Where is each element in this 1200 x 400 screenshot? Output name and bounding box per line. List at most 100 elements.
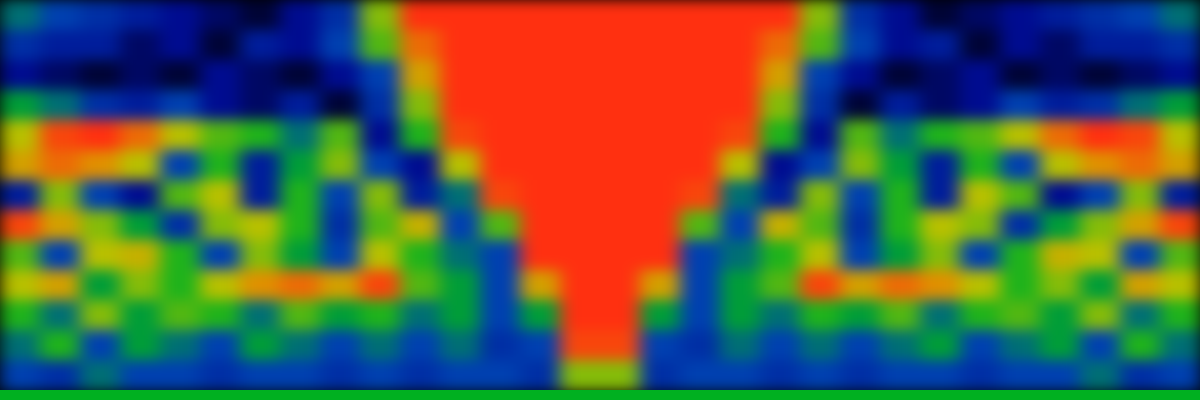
cell: [800, 300, 841, 331]
cell: [40, 210, 81, 241]
cell: [240, 30, 281, 61]
cell: [440, 330, 481, 361]
cell: [520, 270, 561, 301]
cell: [1000, 360, 1041, 390]
cell: [600, 210, 641, 241]
cell: [40, 330, 81, 361]
cell: [720, 300, 761, 331]
cell: [200, 60, 241, 91]
cell: [160, 180, 201, 211]
cell: [720, 90, 761, 121]
cell: [200, 0, 241, 31]
cell: [640, 270, 681, 301]
cell: [600, 270, 641, 301]
cell: [1120, 0, 1161, 31]
cell: [840, 330, 881, 361]
cell: [960, 150, 1001, 181]
cell: [640, 0, 681, 31]
cell: [800, 270, 841, 301]
cell: [200, 150, 241, 181]
cell: [360, 360, 401, 390]
cell: [520, 60, 561, 91]
cell: [840, 210, 881, 241]
cell: [120, 330, 161, 361]
cell: [560, 60, 601, 91]
cell: [1040, 180, 1081, 211]
cell: [920, 30, 961, 61]
cell: [1040, 150, 1081, 181]
cell: [320, 270, 361, 301]
cell: [1040, 240, 1081, 271]
cell: [0, 0, 41, 31]
cell: [80, 150, 121, 181]
cell: [480, 360, 521, 390]
cell: [480, 240, 521, 271]
cell: [400, 180, 441, 211]
cell: [0, 180, 41, 211]
cell: [800, 360, 841, 390]
cell: [840, 0, 881, 31]
cell: [200, 300, 241, 331]
cell: [560, 180, 601, 211]
cell: [1040, 270, 1081, 301]
cell: [1080, 210, 1121, 241]
cell: [520, 180, 561, 211]
cell: [1000, 120, 1041, 151]
cell: [320, 300, 361, 331]
cell: [1120, 330, 1161, 361]
cell: [80, 300, 121, 331]
cell: [120, 240, 161, 271]
cell: [560, 330, 601, 361]
cell: [960, 0, 1001, 31]
cell: [960, 210, 1001, 241]
cell: [120, 150, 161, 181]
cell: [440, 150, 481, 181]
cell: [40, 120, 81, 151]
cell: [960, 240, 1001, 271]
cell: [800, 30, 841, 61]
cell: [400, 30, 441, 61]
cell: [880, 210, 921, 241]
cell: [40, 150, 81, 181]
cell: [520, 120, 561, 151]
cell: [760, 360, 801, 390]
cell: [120, 120, 161, 151]
cell: [680, 210, 721, 241]
cell: [720, 330, 761, 361]
cell: [840, 270, 881, 301]
cell: [80, 120, 121, 151]
cell: [320, 330, 361, 361]
cell: [680, 60, 721, 91]
cell: [320, 240, 361, 271]
cell: [760, 90, 801, 121]
cell: [920, 120, 961, 151]
cell: [160, 60, 201, 91]
cell: [120, 60, 161, 91]
cell: [1040, 210, 1081, 241]
cell: [80, 180, 121, 211]
cell: [360, 270, 401, 301]
cell: [720, 0, 761, 31]
cell: [1120, 120, 1161, 151]
cell: [280, 30, 321, 61]
cell: [880, 60, 921, 91]
cell: [80, 270, 121, 301]
cell: [80, 240, 121, 271]
cell: [760, 120, 801, 151]
cell: [1040, 120, 1081, 151]
cell: [1040, 30, 1081, 61]
cell: [680, 300, 721, 331]
cell: [880, 30, 921, 61]
cell: [240, 330, 281, 361]
cell: [280, 180, 321, 211]
cell: [880, 90, 921, 121]
cell: [1160, 150, 1200, 181]
cell: [760, 60, 801, 91]
cell: [280, 330, 321, 361]
cell: [40, 0, 81, 31]
cell: [200, 30, 241, 61]
cell: [1120, 180, 1161, 211]
cell: [920, 240, 961, 271]
cell: [1160, 180, 1200, 211]
cell: [720, 360, 761, 390]
